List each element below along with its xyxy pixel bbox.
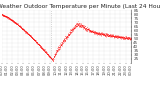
Title: Milwaukee Weather Outdoor Temperature per Minute (Last 24 Hours): Milwaukee Weather Outdoor Temperature pe… xyxy=(0,4,160,9)
